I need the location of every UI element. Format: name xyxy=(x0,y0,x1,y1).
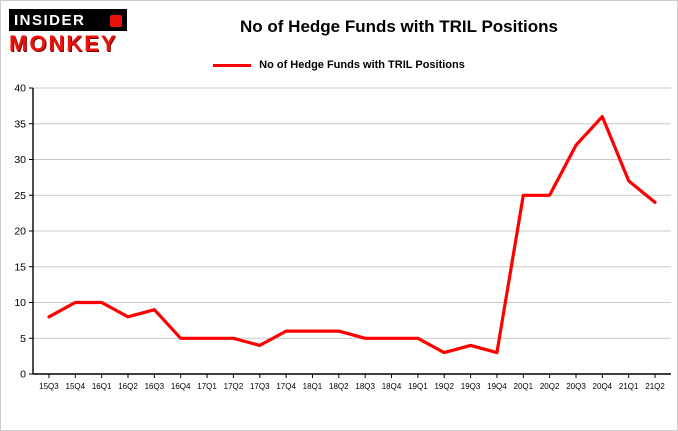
svg-text:16Q3: 16Q3 xyxy=(145,382,165,391)
logo-monkey-text: MONKEY xyxy=(9,31,118,56)
page-title: No of Hedge Funds with TRIL Positions xyxy=(240,17,558,36)
svg-text:19Q3: 19Q3 xyxy=(461,382,481,391)
svg-text:17Q4: 17Q4 xyxy=(276,382,296,391)
chart-legend: No of Hedge Funds with TRIL Positions xyxy=(1,59,677,71)
svg-text:10: 10 xyxy=(14,297,26,309)
svg-text:30: 30 xyxy=(14,154,26,166)
chart-area: 0 5 10 15 20 25 30 35 40 15Q3 15Q4 16Q1 16Q2 16Q3 16Q4… xyxy=(3,81,677,421)
svg-text:19Q2: 19Q2 xyxy=(434,382,454,391)
svg-text:20Q1: 20Q1 xyxy=(514,382,534,391)
svg-text:0: 0 xyxy=(20,369,26,381)
svg-text:20Q3: 20Q3 xyxy=(566,382,586,391)
svg-text:25: 25 xyxy=(14,190,26,202)
svg-text:18Q2: 18Q2 xyxy=(329,382,349,391)
insider-monkey-logo: INSIDER MONKEY xyxy=(9,9,127,56)
svg-text:17Q2: 17Q2 xyxy=(224,382,244,391)
legend-label: No of Hedge Funds with TRIL Positions xyxy=(259,59,465,71)
svg-text:18Q4: 18Q4 xyxy=(382,382,402,391)
logo-insider-text: INSIDER xyxy=(14,12,86,29)
svg-text:18Q1: 18Q1 xyxy=(303,382,323,391)
svg-text:19Q1: 19Q1 xyxy=(408,382,428,391)
svg-text:21Q1: 21Q1 xyxy=(619,382,639,391)
svg-text:16Q1: 16Q1 xyxy=(92,382,112,391)
svg-text:15Q3: 15Q3 xyxy=(39,382,59,391)
line-chart-svg: 0 5 10 15 20 25 30 35 40 15Q3 15Q4 16Q1 16Q2 16Q3 16Q4… xyxy=(14,83,671,391)
logo-insider-row: INSIDER xyxy=(9,9,127,31)
svg-text:16Q4: 16Q4 xyxy=(171,382,191,391)
svg-text:15: 15 xyxy=(14,261,26,273)
svg-text:5: 5 xyxy=(20,333,26,345)
svg-text:20Q4: 20Q4 xyxy=(593,382,613,391)
svg-text:17Q3: 17Q3 xyxy=(250,382,270,391)
svg-text:17Q1: 17Q1 xyxy=(197,382,217,391)
svg-text:35: 35 xyxy=(14,118,26,130)
svg-text:21Q2: 21Q2 xyxy=(645,382,665,391)
svg-text:16Q2: 16Q2 xyxy=(118,382,138,391)
svg-text:20Q2: 20Q2 xyxy=(540,382,560,391)
svg-text:20: 20 xyxy=(14,226,26,238)
svg-text:40: 40 xyxy=(14,83,26,95)
legend-line-swatch xyxy=(213,63,252,67)
monkey-icon xyxy=(110,14,122,27)
svg-text:19Q4: 19Q4 xyxy=(487,382,507,391)
svg-text:15Q4: 15Q4 xyxy=(66,382,86,391)
svg-text:18Q3: 18Q3 xyxy=(355,382,375,391)
